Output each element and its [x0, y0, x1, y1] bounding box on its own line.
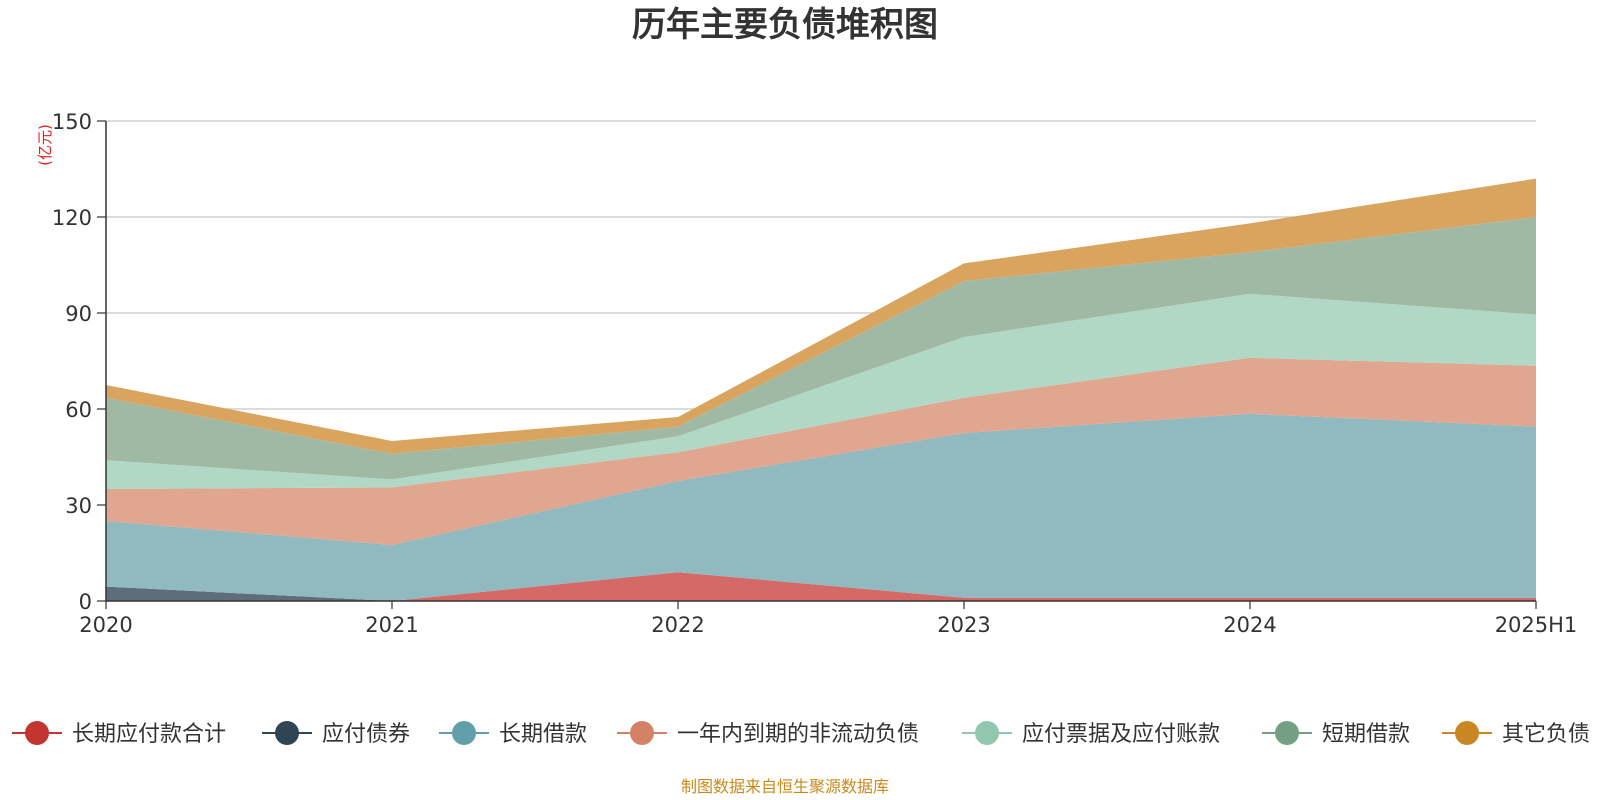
legend-item-5[interactable]: 短期借款 — [1262, 721, 1410, 747]
x-tick-label: 2025H1 — [1495, 613, 1578, 637]
y-axis-unit-label: (亿元) — [36, 124, 54, 166]
legend-label: 应付票据及应付账款 — [1022, 722, 1220, 747]
legend-label: 长期应付款合计 — [72, 722, 226, 747]
legend-label: 应付债券 — [322, 722, 410, 747]
legend-marker — [452, 721, 476, 745]
x-tick-label: 2022 — [651, 613, 704, 637]
legend-marker — [975, 721, 999, 745]
legend-item-6[interactable]: 其它负债 — [1442, 721, 1590, 747]
legend-marker — [275, 721, 299, 745]
legend-marker — [1275, 721, 1299, 745]
legend-item-4[interactable]: 应付票据及应付账款 — [962, 721, 1220, 747]
area-series-1 — [106, 572, 1536, 601]
area-layer — [106, 178, 1536, 601]
area-series-3 — [106, 357, 1536, 545]
y-tick-label: 30 — [65, 494, 92, 518]
legend-marker — [1455, 721, 1479, 745]
y-tick-label: 0 — [79, 590, 92, 614]
x-tick-label: 2020 — [79, 613, 132, 637]
y-tick-label: 60 — [65, 398, 92, 422]
x-tick-label: 2024 — [1223, 613, 1276, 637]
area-series-0 — [106, 572, 1536, 601]
x-tick-label: 2021 — [365, 613, 418, 637]
legend-label: 其它负债 — [1502, 722, 1590, 747]
area-series-5 — [106, 217, 1536, 480]
area-series-6 — [106, 178, 1536, 454]
data-source-footer: 制图数据来自恒生聚源数据库 — [681, 777, 889, 796]
y-tick-label: 90 — [65, 302, 92, 326]
y-tick-label: 120 — [52, 206, 92, 230]
area-series-4 — [106, 293, 1536, 489]
legend-marker — [25, 721, 49, 745]
legend-label: 短期借款 — [1322, 722, 1410, 747]
legend-item-3[interactable]: 一年内到期的非流动负债 — [617, 721, 919, 747]
legend-item-0[interactable]: 长期应付款合计 — [12, 721, 226, 747]
axes: 0 30 60 90 120 150 2020 2021 2022 2023 2024 2025H1 — [52, 110, 1577, 637]
legend-label: 一年内到期的非流动负债 — [677, 722, 919, 747]
legend-marker — [630, 721, 654, 745]
legend-label: 长期借款 — [499, 722, 587, 747]
area-series-2 — [106, 413, 1536, 601]
y-tick-label: 150 — [52, 110, 92, 134]
legend-item-1[interactable]: 应付债券 — [262, 721, 410, 747]
x-tick-label: 2023 — [937, 613, 990, 637]
legend[interactable]: 长期应付款合计 应付债券 长期借款 一年内到期的非流动负债 应付票据及应付账款 短期借款 其… — [12, 721, 1590, 747]
chart-title: 历年主要负债堆积图 — [632, 5, 938, 45]
legend-item-2[interactable]: 长期借款 — [439, 721, 587, 747]
